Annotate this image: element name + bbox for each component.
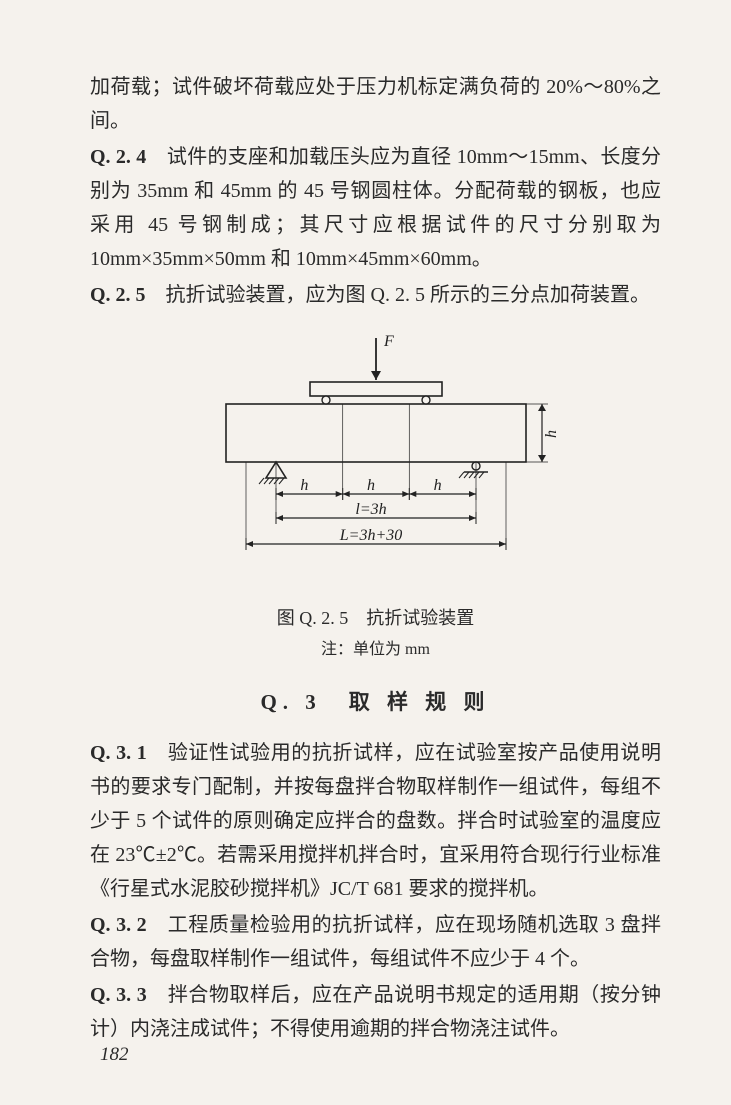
svg-text:F: F (383, 333, 394, 350)
bending-test-diagram: Fh h h h l=3h L=3h+30 (186, 326, 566, 586)
clause-label: Q. 3. 3 (90, 984, 147, 1006)
figure-caption: 图 Q. 2. 5 抗折试验装置 (90, 603, 661, 634)
svg-text:L=3h+30: L=3h+30 (338, 527, 402, 544)
clause-q32: Q. 3. 2 工程质量检验用的抗折试样，应在现场随机选取 3 盘拌合物，每盘取… (90, 908, 661, 976)
clause-text: 拌合物取样后，应在产品说明书规定的适用期（按分钟计）内浇注成试件；不得使用逾期的… (90, 984, 661, 1040)
svg-text:h: h (433, 477, 441, 494)
clause-text: 抗折试验装置，应为图 Q. 2. 5 所示的三分点加荷装置。 (146, 284, 650, 306)
figure-q25: Fh h h h l=3h L=3h+30 图 Q. 2. 5 抗折试验装置 注：单位为 … (90, 326, 661, 663)
clause-text: 验证性试验用的抗折试样，应在试验室按产品使用说明书的要求专门配制，并按每盘拌合物… (90, 742, 661, 900)
section-heading-q3: Q. 3 取 样 规 则 (90, 685, 661, 721)
svg-text:h: h (367, 477, 375, 494)
clause-q33: Q. 3. 3 拌合物取样后，应在产品说明书规定的适用期（按分钟计）内浇注成试件… (90, 978, 661, 1046)
clause-text: 工程质量检验用的抗折试样，应在现场随机选取 3 盘拌合物，每盘取样制作一组试件，… (90, 914, 661, 970)
page-number: 182 (100, 1039, 129, 1071)
clause-label: Q. 3. 2 (90, 914, 147, 936)
clause-q31: Q. 3. 1 验证性试验用的抗折试样，应在试验室按产品使用说明书的要求专门配制… (90, 736, 661, 906)
clause-label: Q. 3. 1 (90, 742, 147, 764)
scanned-page: 加荷载；试件破坏荷载应处于压力机标定满负荷的 20%～80%之间。 Q. 2. … (0, 0, 731, 1105)
figure-note: 注：单位为 mm (90, 636, 661, 663)
svg-text:l=3h: l=3h (355, 501, 386, 518)
clause-label: Q. 2. 5 (90, 284, 146, 306)
clause-label: Q. 2. 4 (90, 146, 146, 168)
clause-text: 试件的支座和加载压头应为直径 10mm～15mm、长度分别为 35mm 和 45… (90, 146, 661, 270)
clause-q25: Q. 2. 5 抗折试验装置，应为图 Q. 2. 5 所示的三分点加荷装置。 (90, 278, 661, 312)
svg-text:h: h (543, 430, 560, 438)
svg-text:h: h (300, 477, 308, 494)
clause-q24: Q. 2. 4 试件的支座和加载压头应为直径 10mm～15mm、长度分别为 3… (90, 140, 661, 276)
paragraph-continuation: 加荷载；试件破坏荷载应处于压力机标定满负荷的 20%～80%之间。 (90, 70, 661, 138)
